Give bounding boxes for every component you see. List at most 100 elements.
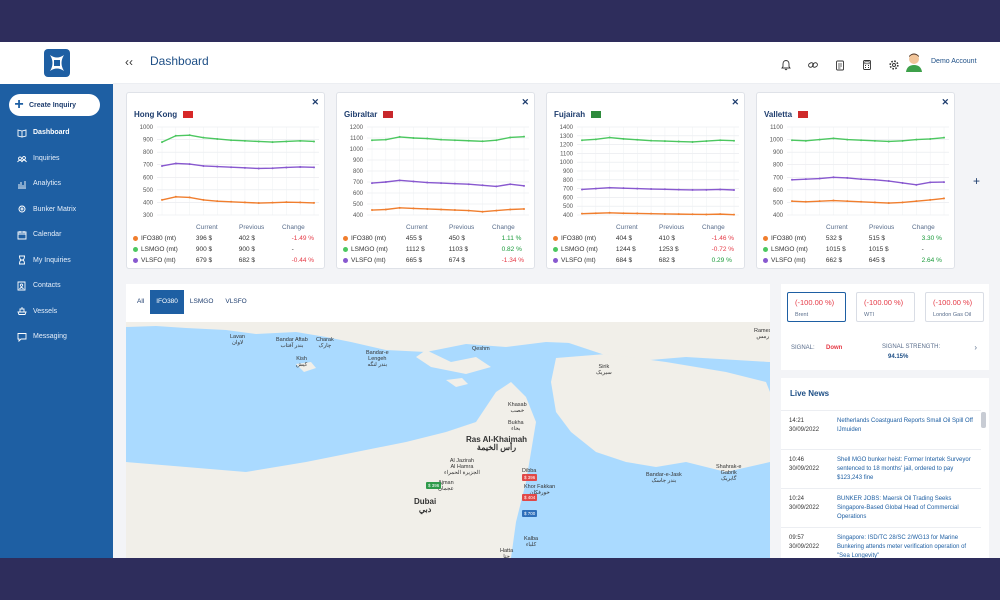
series-point <box>523 207 525 210</box>
close-icon[interactable]: ✕ <box>521 97 529 107</box>
price-marker[interactable]: $ 700 <box>522 510 538 517</box>
series-point <box>650 188 653 191</box>
fuel-label: IFO380 (mt) <box>763 235 824 242</box>
map-tab-ifo380[interactable]: IFO380 <box>150 290 184 314</box>
news-item[interactable]: 10:24 30/09/2022 BUNKER JOBS: Maersk Oil T… <box>781 488 981 527</box>
map-place-label: Kish کیش <box>296 356 308 368</box>
series-line <box>791 176 945 186</box>
y-tick-label: 900 <box>143 138 154 144</box>
legend-dot <box>343 257 348 263</box>
sidebar-item-dashboard[interactable]: Dashboard <box>0 120 113 146</box>
fuel-label: VLSFO (mt) <box>553 257 614 264</box>
map-tabs: All IFO380 LSMGO VLSFO <box>131 290 253 314</box>
sidebar-item-analytics[interactable]: Analytics <box>0 171 113 197</box>
series-point <box>371 209 373 212</box>
map-tab-all[interactable]: All <box>137 298 145 305</box>
series-point <box>581 139 583 142</box>
series-point <box>705 188 708 191</box>
add-port-card-button[interactable]: + <box>973 174 981 188</box>
app-window: + Create Inquiry Dashboard Inquiries Analy… <box>0 42 1000 558</box>
sidebar-item-bunker-matrix[interactable]: Bunker Matrix <box>0 197 113 223</box>
hourglass-icon <box>19 255 25 265</box>
news-item[interactable]: 14:21 30/09/2022 Netherlands Coastguard Re… <box>781 410 981 449</box>
chevron-left-icon[interactable]: ‹‹ <box>125 55 133 69</box>
y-tick-label: 1300 <box>560 134 574 140</box>
series-point <box>691 140 694 143</box>
map-tab-lsmgo[interactable]: LSMGO <box>189 298 214 305</box>
y-tick-label: 1000 <box>140 125 154 131</box>
news-headline[interactable]: Singapore: ISD/TC 28/SC 2/WG13 for Marin… <box>837 535 967 558</box>
price-box-wti[interactable]: (-100.00 %) WTI <box>856 292 915 322</box>
link-icon[interactable] <box>807 58 819 70</box>
news-list: 14:21 30/09/2022 Netherlands Coastguard Re… <box>781 410 981 558</box>
series-point <box>174 134 177 137</box>
series-line <box>371 207 525 213</box>
series-point <box>705 140 708 143</box>
table-row: LSMGO (mt) 900 $ 900 $ - <box>133 244 323 255</box>
map-place-label: Khasab خصب <box>508 402 527 414</box>
header: ‹‹ Dashboard Demo Account <box>113 42 1000 84</box>
series-point <box>453 182 456 185</box>
series-line <box>791 197 945 204</box>
price-box-london-gas-oil[interactable]: (-100.00 %) London Gas Oil <box>925 292 984 322</box>
map-tab-vlsfo[interactable]: VLSFO <box>225 298 247 305</box>
series-point <box>440 138 443 141</box>
sidebar-item-inquiries[interactable]: Inquiries <box>0 146 113 172</box>
y-tick-label: 1100 <box>350 136 364 142</box>
logo-icon <box>43 49 70 77</box>
map-place-label: Ajman عجمان <box>438 480 454 492</box>
series-point <box>581 212 583 215</box>
series-point <box>860 178 863 181</box>
sidebar-item-contacts[interactable]: Contacts <box>0 273 113 299</box>
price-label: Brent <box>795 312 809 318</box>
sidebar-item-vessels[interactable]: Vessels <box>0 299 113 325</box>
calculator-icon[interactable] <box>861 58 873 70</box>
series-point <box>915 200 918 203</box>
news-headline[interactable]: BUNKER JOBS: Maersk Oil Trading Seeks Si… <box>837 496 959 520</box>
series-point <box>243 166 246 169</box>
gear-icon[interactable] <box>888 58 900 70</box>
news-item[interactable]: 09:57 30/09/2022 Singapore: ISD/TC 28/SC 2… <box>781 527 981 558</box>
sidebar-item-my-inquiries[interactable]: My Inquiries <box>0 248 113 274</box>
series-line <box>371 135 525 143</box>
price-marker[interactable]: $ 404 <box>522 494 538 501</box>
create-inquiry-button[interactable]: + Create Inquiry <box>9 94 100 116</box>
series-point <box>216 165 219 168</box>
previous-price: 515 $ <box>868 235 886 242</box>
series-point <box>313 201 315 204</box>
port-name-label: Valletta <box>764 110 793 119</box>
sidebar-item-calendar[interactable]: Calendar <box>0 222 113 248</box>
map[interactable]: Lavan لاوان Bandar Aftab بندر آفتاب Charak… <box>126 322 770 558</box>
series-point <box>467 139 470 142</box>
close-icon[interactable]: ✕ <box>311 97 319 107</box>
sidebar-item-messaging[interactable]: Messaging <box>0 324 113 350</box>
signal-strength-label: SIGNAL STRENGTH: <box>882 344 941 350</box>
news-item[interactable]: 10:46 30/09/2022 Shell MGO bunker heist: F… <box>781 449 981 488</box>
news-scrollbar[interactable] <box>981 412 986 428</box>
news-headline[interactable]: Netherlands Coastguard Reports Small Oil… <box>837 418 973 433</box>
table-row: VLSFO (mt) 665 $ 674 $ -1.34 % <box>343 255 533 266</box>
news-headline[interactable]: Shell MGO bunker heist: Former Intertek … <box>837 457 971 481</box>
series-point <box>818 138 821 141</box>
map-place-label: Bukha بخاء <box>508 420 524 432</box>
price-marker[interactable]: $ 396 <box>522 474 538 481</box>
chevron-right-icon[interactable]: › <box>974 343 977 352</box>
series-point <box>929 198 932 201</box>
close-icon[interactable]: ✕ <box>941 97 949 107</box>
account-name[interactable]: Demo Account <box>931 58 977 65</box>
series-point <box>188 196 191 199</box>
series-point <box>509 208 512 211</box>
clipboard-icon[interactable] <box>834 58 846 71</box>
series-point <box>453 209 456 212</box>
close-icon[interactable]: ✕ <box>731 97 739 107</box>
bell-icon[interactable] <box>780 58 792 71</box>
fuel-label: VLSFO (mt) <box>133 257 194 264</box>
series-point <box>915 138 918 141</box>
column-header: Change <box>282 224 305 231</box>
table-row: IFO380 (mt) 396 $ 402 $ -1.49 % <box>133 233 323 244</box>
series-point <box>943 136 945 139</box>
price-marker[interactable]: $ 396 <box>426 482 442 489</box>
avatar[interactable] <box>905 52 923 72</box>
price-box-brent[interactable]: (-100.00 %) Brent <box>787 292 846 322</box>
y-tick-label: 800 <box>143 150 154 156</box>
